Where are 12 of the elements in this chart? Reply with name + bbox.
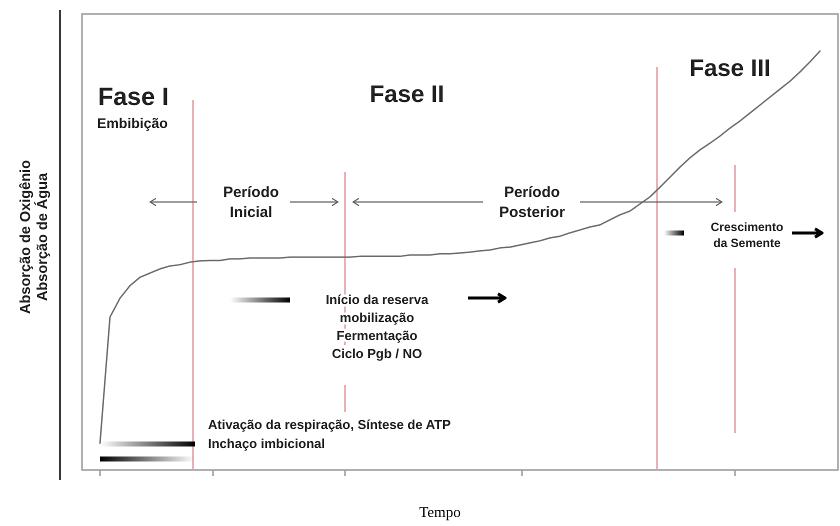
annotation: Fase III: [689, 55, 771, 82]
annotation: Início da reserva mobilização Fermentação Ciclo Pgb / NO: [326, 292, 430, 361]
x-axis-title: Tempo: [419, 505, 461, 521]
annotation: Fase II: [370, 81, 444, 108]
annotation: Ativação da respiração, Síntese de ATP: [208, 417, 452, 432]
annotation: Período Posterior: [499, 184, 566, 221]
y-axis-title: Absorção de Oxigênio Absorção de Água: [18, 160, 51, 314]
annotation: Embibição: [97, 115, 168, 131]
annotation: Inchaço imbicional: [208, 436, 326, 451]
annotation: Fase I: [98, 83, 169, 111]
annotation: Crescimento da Semente: [710, 220, 784, 250]
annotation: Período Inicial: [223, 184, 279, 221]
